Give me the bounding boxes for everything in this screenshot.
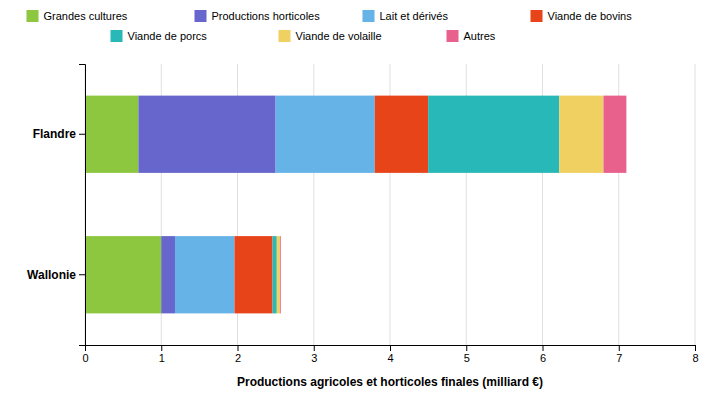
x-tick-label: 6 [540,352,546,364]
x-tick-label: 8 [692,352,698,364]
x-axis: 0 1 2 3 4 5 6 7 8 [82,345,698,364]
x-tick-mark [314,345,315,351]
legend-item: Grandes cultures [27,10,128,22]
series [138,96,275,314]
legend-item: Autres [447,30,496,42]
bar-segment [276,96,375,173]
legend-swatch [363,10,375,22]
x-tick: 6 [540,345,546,364]
grid [85,64,695,345]
x-axis-title: Productions agricoles et horticoles fina… [237,375,543,389]
legend-item: Viande de volaille [279,30,382,42]
legend-swatch [447,30,459,42]
bar-segment [375,96,428,173]
x-tick-mark [390,345,391,351]
legend-swatch [111,30,123,42]
x-tick-mark [543,345,544,351]
bar-segment [161,236,175,313]
x-tick-label: 2 [235,352,241,364]
x-axis-line [86,346,696,352]
bar-segment [85,96,138,173]
legend-label: Viande de porcs [128,30,208,42]
y-axis: Wallonie Flandre [27,65,85,346]
series [280,96,626,314]
y-tick-label: Flandre [33,127,77,141]
x-tick: 3 [311,345,317,364]
y-tick-label: Wallonie [27,268,76,282]
legend-swatch [279,30,291,42]
legend-label: Autres [464,30,496,42]
bar-segment [85,236,161,313]
x-tick: 5 [464,345,470,364]
x-tick: 1 [159,345,165,364]
x-tick: 0 [82,345,88,364]
legend-swatch [531,10,543,22]
x-tick-mark [695,345,696,351]
plot: 0 1 2 3 4 5 6 7 8 Wallonie Flandre [27,64,698,364]
series [234,96,428,314]
x-tick-label: 5 [464,352,470,364]
chart: 0 1 2 3 4 5 6 7 8 Wallonie Flandre Productions agri… [0,0,725,400]
x-tick: 2 [235,345,241,364]
y-tick: Wallonie [27,268,85,282]
bar-segment [559,96,603,173]
legend-swatch [27,10,39,22]
x-tick-mark [619,345,620,351]
legend-item: Lait et dérivés [363,10,449,22]
bars [85,96,626,314]
y-tick: Flandre [33,127,85,141]
x-tick: 7 [616,345,622,364]
bar-segment [604,96,627,173]
x-tick-label: 7 [616,352,622,364]
legend-label: Grandes cultures [44,10,128,22]
y-axis-line [79,65,86,346]
legend-swatch [195,10,207,22]
bar-segment [273,236,277,313]
series [175,96,375,314]
x-tick-label: 0 [82,352,88,364]
grid-line [695,64,696,345]
legend-item: Viande de bovins [531,10,633,22]
series [273,96,560,314]
bar-segment [138,96,275,173]
x-tick-mark [466,345,467,351]
x-tick-mark [238,345,239,351]
x-tick-label: 4 [387,352,393,364]
bar-segment [428,96,559,173]
legend: Grandes cultures Productions horticoles La… [27,10,633,42]
x-tick: 4 [387,345,393,364]
x-tick-label: 1 [159,352,165,364]
bar-segment [234,236,272,313]
legend-item: Viande de porcs [111,30,208,42]
y-tick-mark [79,134,85,135]
legend-label: Viande de volaille [296,30,382,42]
y-tick-mark [79,274,85,275]
x-tick-mark [161,345,162,351]
x-tick: 8 [692,345,698,364]
legend-item: Productions horticoles [195,10,321,22]
bar-segment [277,236,280,313]
x-tick-label: 3 [311,352,317,364]
bar-segment [175,236,234,313]
legend-label: Viande de bovins [548,10,633,22]
legend-label: Productions horticoles [212,10,321,22]
bar-segment [280,236,282,313]
legend-label: Lait et dérivés [380,10,449,22]
series [277,96,604,314]
